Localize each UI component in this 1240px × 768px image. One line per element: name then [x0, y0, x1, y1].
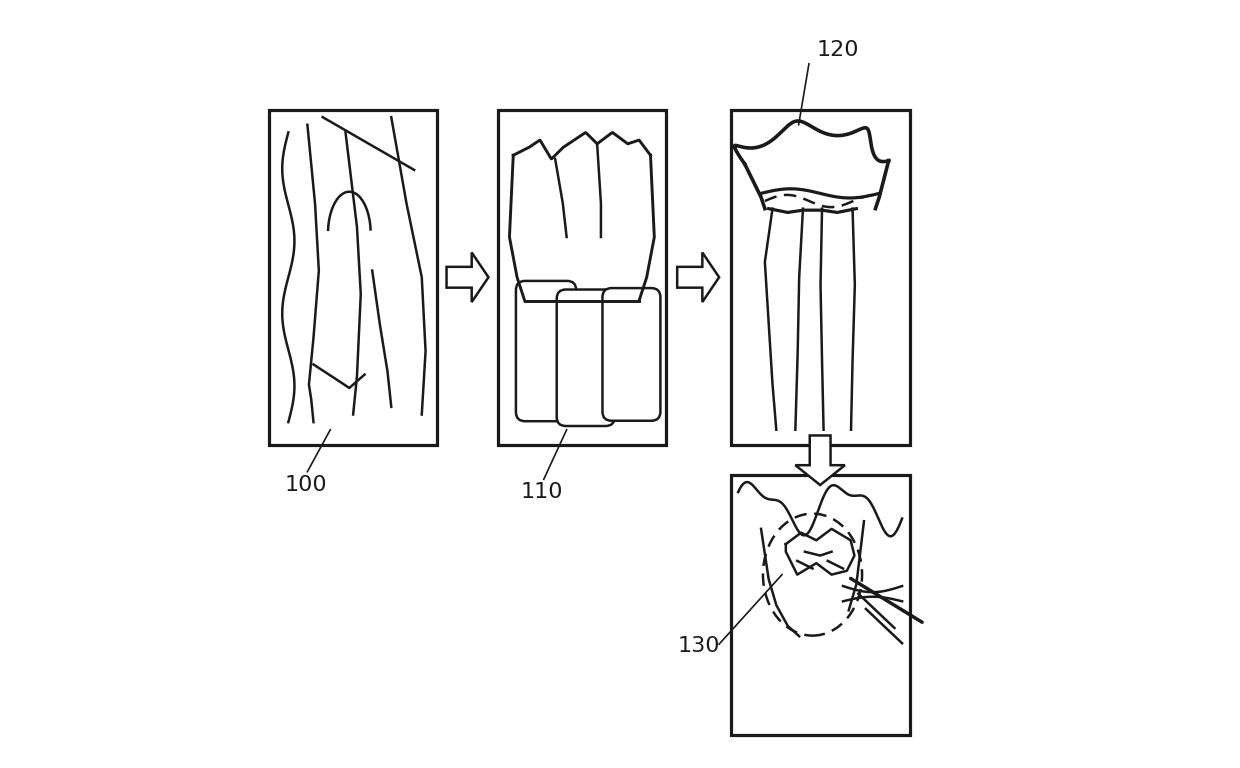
Bar: [730, 110, 910, 445]
Text: 130: 130: [677, 636, 719, 656]
Text: 100: 100: [284, 475, 327, 495]
Polygon shape: [677, 253, 719, 302]
FancyBboxPatch shape: [603, 288, 661, 421]
Polygon shape: [446, 253, 489, 302]
Bar: [269, 110, 436, 445]
FancyBboxPatch shape: [516, 281, 577, 421]
Bar: [730, 475, 910, 735]
Polygon shape: [795, 435, 844, 485]
Text: 110: 110: [521, 482, 563, 502]
Bar: [498, 110, 666, 445]
FancyBboxPatch shape: [557, 290, 615, 426]
Text: 120: 120: [817, 40, 859, 60]
